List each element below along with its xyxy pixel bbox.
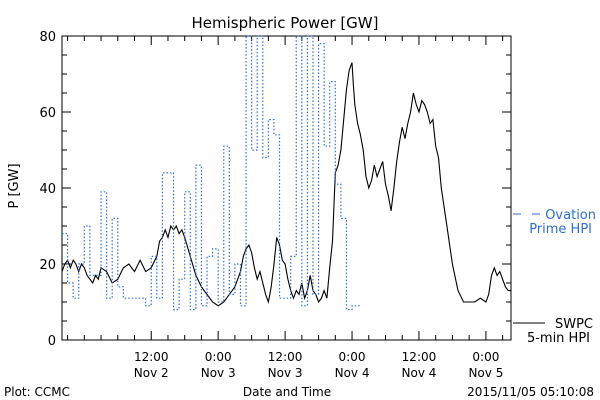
chart-title: Hemispheric Power [GW]	[192, 14, 379, 32]
y-tick-label: 0	[48, 334, 56, 349]
legend-label-ovation: Ovation	[545, 208, 596, 223]
series-layer	[61, 35, 511, 311]
x-tick-label: 12:00	[402, 350, 437, 364]
series-swpc-hpi	[61, 62, 511, 307]
y-axis: 0 20 40 60 80	[39, 30, 511, 349]
plot-frame	[61, 35, 512, 341]
plot-timestamp: 2015/11/05 05:10:08	[467, 385, 594, 399]
legend-label-swpc-line2: 5-min HPI	[527, 331, 590, 346]
x-tick-date: Nov 5	[468, 366, 503, 380]
x-tick-date: Nov 2	[134, 366, 169, 380]
plot-credit: Plot: CCMC	[4, 385, 70, 399]
legend-label-ovation-line2: Prime HPI	[529, 222, 592, 237]
x-axis: 12:00 Nov 2 0:00 Nov 3 12:00 Nov 3 0:00 Nov 4 12…	[67, 36, 503, 380]
x-tick-label: 12:00	[268, 350, 303, 364]
y-tick-label: 80	[39, 30, 56, 45]
y-tick-label: 20	[39, 258, 56, 273]
x-tick-label: 0:00	[472, 350, 499, 364]
x-tick-date: Nov 4	[335, 366, 370, 380]
legend-label-swpc: SWPC	[555, 317, 593, 332]
y-axis-label: P [GW]	[7, 163, 22, 208]
x-tick-label: 0:00	[205, 350, 232, 364]
x-tick-label: 0:00	[339, 350, 366, 364]
y-tick-label: 60	[39, 106, 56, 121]
x-axis-label: Date and Time	[243, 385, 331, 399]
x-tick-date: Nov 4	[402, 366, 437, 380]
x-tick-label: 12:00	[134, 350, 169, 364]
x-tick-date: Nov 3	[268, 366, 303, 380]
series-ovation-prime-hpi	[62, 35, 361, 311]
y-tick-label: 40	[39, 182, 56, 197]
x-tick-date: Nov 3	[201, 366, 236, 380]
